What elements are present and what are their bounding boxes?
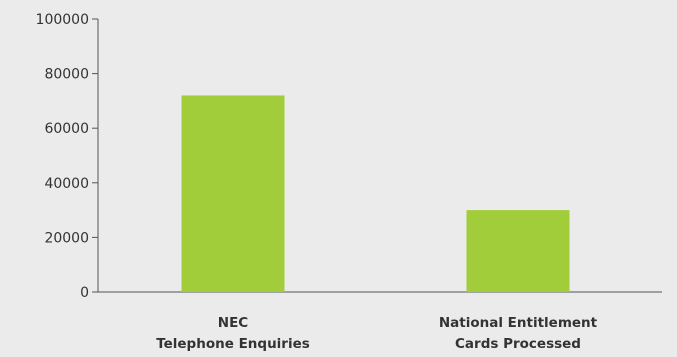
- x-category-label: NEC Telephone Enquiries: [156, 315, 310, 352]
- x-category-label: National Entitlement Cards Processed: [439, 315, 598, 352]
- bar: [181, 95, 285, 292]
- y-tick-label: 40000: [44, 176, 89, 192]
- y-tick-label: 80000: [44, 67, 89, 83]
- y-tick-label: 100000: [36, 12, 89, 28]
- x-category-label-line: NEC: [218, 315, 249, 331]
- bars: [181, 95, 570, 292]
- x-category-label-line: Telephone Enquiries: [156, 336, 310, 352]
- y-tick-label: 60000: [44, 121, 89, 137]
- category-labels: NEC Telephone Enquiries National Entitleme…: [156, 315, 597, 352]
- y-tick-label: 20000: [44, 230, 89, 246]
- x-category-label-line: National Entitlement: [439, 315, 598, 331]
- y-axis: 0 20000 40000 60000 80000 100000: [36, 12, 99, 301]
- x-category-label-line: Cards Processed: [455, 336, 581, 352]
- bar: [466, 210, 570, 292]
- y-tick-label: 0: [80, 285, 89, 301]
